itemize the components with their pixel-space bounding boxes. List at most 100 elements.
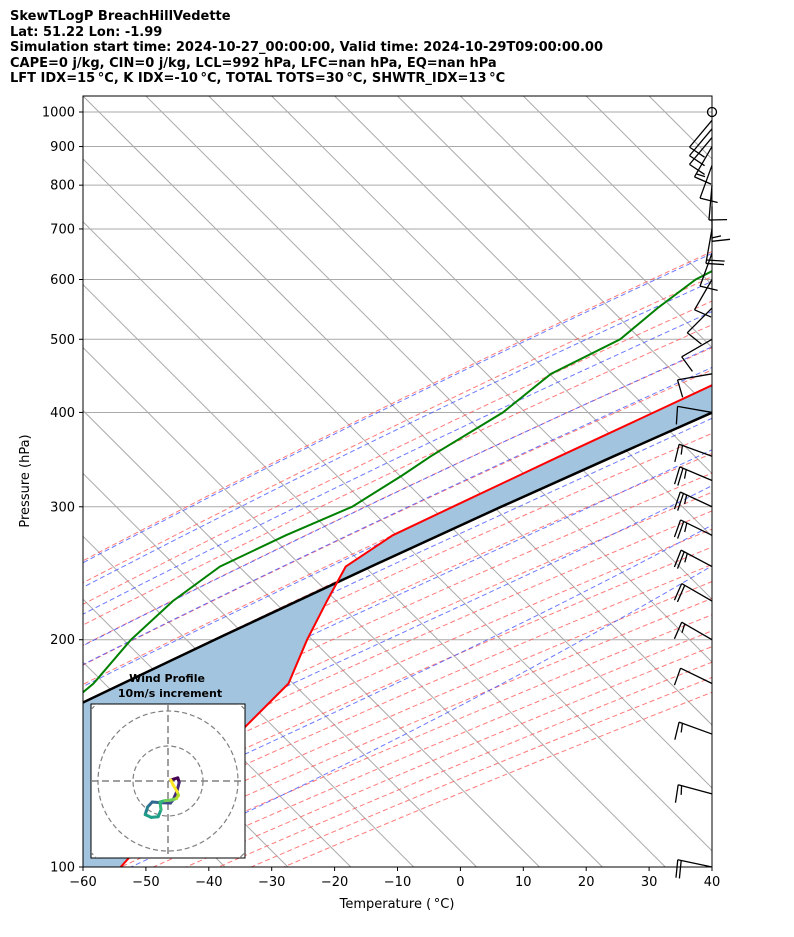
hodograph-trace-segment bbox=[169, 778, 175, 787]
barb-staff bbox=[679, 466, 713, 482]
barb-staff bbox=[705, 228, 713, 264]
isotherm-line bbox=[83, 221, 712, 852]
barb-staff bbox=[689, 128, 713, 157]
wind-barb bbox=[681, 338, 713, 372]
y-tick-label: 900 bbox=[50, 140, 75, 155]
dry-adiabat bbox=[83, 491, 712, 775]
axis-ticks bbox=[79, 111, 713, 871]
isotherm-line bbox=[83, 158, 712, 789]
barb-flag bbox=[674, 444, 680, 463]
isotherm-line bbox=[83, 535, 415, 867]
barb-flag bbox=[676, 551, 685, 569]
barb-flag bbox=[711, 235, 722, 239]
barb-staff bbox=[681, 621, 713, 641]
wind-barb bbox=[675, 859, 713, 879]
hodograph-inset: Wind Profile 10m/s increment bbox=[90, 672, 246, 859]
x-tick-label: 40 bbox=[704, 875, 721, 890]
dry-adiabat bbox=[83, 324, 712, 626]
dry-adiabat bbox=[83, 369, 712, 666]
wind-barb bbox=[689, 119, 713, 158]
wind-barb bbox=[699, 165, 718, 204]
x-axis-label: Temperature ( °C) bbox=[339, 897, 455, 912]
wind-barb bbox=[689, 128, 713, 167]
barb-flag bbox=[673, 549, 682, 568]
calm-circle bbox=[706, 106, 718, 118]
barb-flag bbox=[684, 522, 688, 533]
hodograph-title: Wind Profile bbox=[129, 672, 205, 685]
dry-adiabat bbox=[83, 300, 712, 605]
barb-staff bbox=[680, 491, 713, 508]
barb-staff bbox=[708, 185, 713, 221]
isotherm-line bbox=[397, 96, 712, 412]
y-tick-labels: 100 200 300 400 500 600 700 800 900 1000 bbox=[42, 105, 75, 875]
indices-line: LFT IDX=15 °C, K IDX=-10 °C, TOTAL TOTS=… bbox=[10, 71, 506, 87]
barb-flag bbox=[694, 309, 712, 318]
barb-flag bbox=[674, 784, 679, 803]
location-line: Lat: 51.22 Lon: -1.99 bbox=[10, 24, 163, 40]
barb-staff bbox=[689, 137, 713, 165]
chart-title: SkewTLogP BreachHillVedette bbox=[10, 9, 231, 24]
dry-adiabat bbox=[83, 347, 712, 646]
barb-staff bbox=[693, 279, 713, 311]
y-tick-label: 800 bbox=[50, 179, 75, 194]
background-grid bbox=[83, 96, 712, 867]
x-tick-labels: −60 −50 −40 −30 −20 −10 0 10 20 30 40 bbox=[69, 875, 720, 890]
wind-barb bbox=[673, 466, 713, 486]
y-tick-label: 400 bbox=[50, 406, 75, 421]
y-tick-label: 1000 bbox=[42, 105, 75, 120]
barb-flag bbox=[673, 466, 681, 485]
barb-staff bbox=[678, 443, 713, 457]
barb-flag bbox=[684, 553, 688, 563]
barb-flag bbox=[676, 521, 685, 539]
isotherm-line bbox=[460, 96, 712, 349]
wind-barb bbox=[674, 721, 713, 740]
barb-flag bbox=[673, 519, 682, 538]
barb-flag bbox=[699, 197, 718, 204]
x-tick-label: −40 bbox=[195, 875, 222, 890]
isotherm-line bbox=[83, 346, 603, 867]
barb-flag bbox=[680, 445, 684, 455]
time-line: Simulation start time: 2024-10-27_00:00:… bbox=[10, 40, 603, 56]
barb-staff bbox=[699, 253, 713, 287]
wind-barb bbox=[673, 491, 713, 511]
barb-flag bbox=[711, 238, 731, 242]
barb-flag bbox=[689, 155, 705, 167]
x-tick-label: −30 bbox=[258, 875, 285, 890]
barb-flag bbox=[683, 494, 688, 505]
barb-staff bbox=[680, 667, 713, 685]
y-tick-label: 200 bbox=[50, 633, 75, 648]
barb-staff bbox=[686, 307, 713, 334]
wind-barb bbox=[674, 784, 713, 803]
parcel-profile-line bbox=[83, 411, 712, 704]
x-tick-label: 10 bbox=[515, 875, 532, 890]
barb-flag bbox=[706, 259, 725, 262]
barb-staff bbox=[677, 373, 713, 381]
dry-adiabat bbox=[153, 630, 712, 867]
dewpoint-line bbox=[83, 270, 712, 694]
dry-adiabat bbox=[83, 510, 712, 792]
barb-flag bbox=[681, 623, 686, 633]
barb-flag bbox=[677, 493, 685, 511]
x-tick-label: −20 bbox=[321, 875, 348, 890]
x-tick-label: 20 bbox=[578, 875, 595, 890]
profile-lines bbox=[83, 270, 712, 867]
wind-barb bbox=[673, 621, 713, 641]
barb-staff bbox=[680, 519, 713, 536]
wind-barb bbox=[673, 667, 713, 686]
y-axis-label: Pressure (hPa) bbox=[18, 434, 33, 527]
cape-line: CAPE=0 j/kg, CIN=0 j/kg, LCL=992 hPa, LF… bbox=[10, 55, 497, 71]
temperature-line bbox=[119, 384, 712, 867]
wind-barb bbox=[693, 279, 713, 318]
dry-adiabat bbox=[83, 250, 712, 562]
wind-barbs bbox=[673, 106, 731, 879]
barb-flag bbox=[676, 585, 686, 603]
wind-barb bbox=[706, 106, 718, 118]
isotherm-line bbox=[334, 96, 712, 475]
wind-barb bbox=[673, 583, 713, 603]
wind-barb bbox=[674, 443, 713, 463]
barb-flag bbox=[680, 723, 684, 733]
barb-flag bbox=[673, 621, 683, 640]
barb-staff bbox=[689, 119, 713, 148]
wind-barb bbox=[673, 519, 713, 539]
